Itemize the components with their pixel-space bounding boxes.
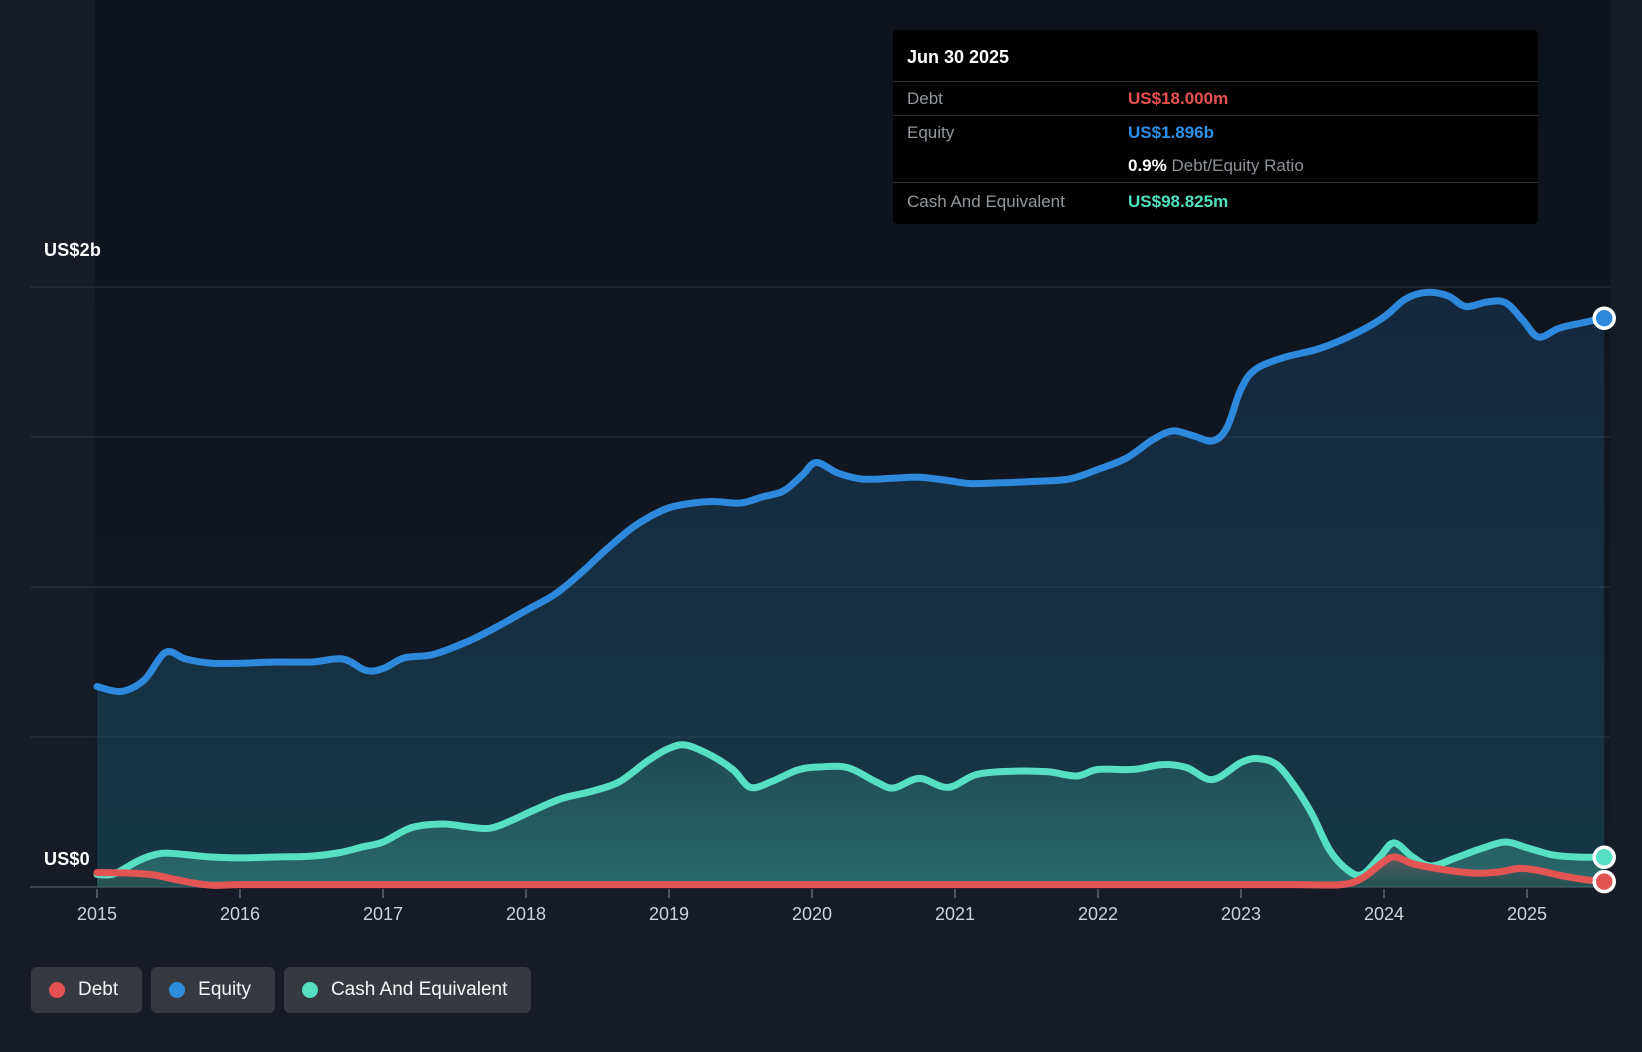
equity-line — [93, 288, 1608, 696]
x-axis-label-2022: 2022 — [1078, 904, 1118, 924]
tooltip-debt-label: Debt — [907, 89, 943, 108]
legend-debt-label: Debt — [78, 979, 119, 1000]
x-axis-label-2016: 2016 — [220, 904, 260, 924]
legend-item-equity[interactable]: Equity — [151, 967, 275, 1013]
debt-area — [97, 856, 1605, 887]
tooltip-ratio-label: Debt/Equity Ratio — [1171, 156, 1304, 175]
equity-area — [97, 292, 1605, 887]
tooltip-row-equity: Equity US$1.896b — [893, 116, 1538, 149]
x-axis-label-2019: 2019 — [649, 904, 689, 924]
x-axis-label-2020: 2020 — [792, 904, 832, 924]
x-axis-label-2025: 2025 — [1507, 904, 1547, 924]
cash-series-dot-icon — [301, 982, 318, 998]
tooltip-row-debt: Debt US$18.000m — [893, 82, 1538, 116]
cash-end-marker[interactable] — [1592, 845, 1616, 870]
chart-legend: Debt Equity Cash And Equivalent — [31, 967, 532, 1013]
legend-equity-label: Equity — [198, 979, 251, 1000]
x-axis-label-2023: 2023 — [1221, 904, 1261, 924]
tooltip-date: Jun 30 2025 — [893, 30, 1538, 82]
x-axis-label-2015: 2015 — [77, 904, 117, 924]
tooltip-cash-value: US$98.825m — [1128, 192, 1229, 211]
legend-item-debt[interactable]: Debt — [31, 967, 143, 1013]
debt-series-dot-icon — [49, 982, 65, 998]
equity-series-dot-icon — [169, 982, 186, 998]
debt-line — [93, 853, 1608, 889]
equity-end-marker[interactable] — [1592, 306, 1616, 330]
cash-area — [97, 744, 1605, 887]
x-axis-ticks: 2015 2016 2017 2018 2019 2020 2021 2022 2023 2024… — [77, 889, 1547, 924]
legend-cash-label: Cash And Equivalent — [330, 979, 508, 1000]
x-axis-label-2017: 2017 — [363, 904, 403, 924]
tooltip-equity-value: US$1.896b — [1128, 123, 1214, 142]
chart-tooltip: Jun 30 2025 Debt US$18.000m Equity US$1.… — [893, 30, 1538, 224]
x-axis-label-2024: 2024 — [1364, 904, 1404, 924]
y-axis-label-0: US$0 — [44, 849, 90, 869]
x-axis-label-2021: 2021 — [935, 904, 975, 924]
tooltip-ratio: 0.9% Debt/Equity Ratio — [1128, 149, 1304, 182]
tooltip-row-cash: Cash And Equivalent US$98.825m — [893, 183, 1538, 221]
legend-item-cash[interactable]: Cash And Equivalent — [283, 967, 532, 1013]
tooltip-row-ratio: 0.9% Debt/Equity Ratio — [893, 149, 1538, 183]
tooltip-ratio-value: 0.9% — [1128, 156, 1167, 175]
tooltip-cash-label: Cash And Equivalent — [907, 192, 1065, 211]
y-axis-label-2b: US$2b — [44, 240, 102, 260]
x-axis-label-2018: 2018 — [506, 904, 546, 924]
tooltip-debt-value: US$18.000m — [1128, 89, 1229, 108]
debt-end-marker[interactable] — [1592, 869, 1616, 894]
tooltip-equity-label: Equity — [907, 123, 955, 142]
cash-line — [93, 741, 1608, 879]
